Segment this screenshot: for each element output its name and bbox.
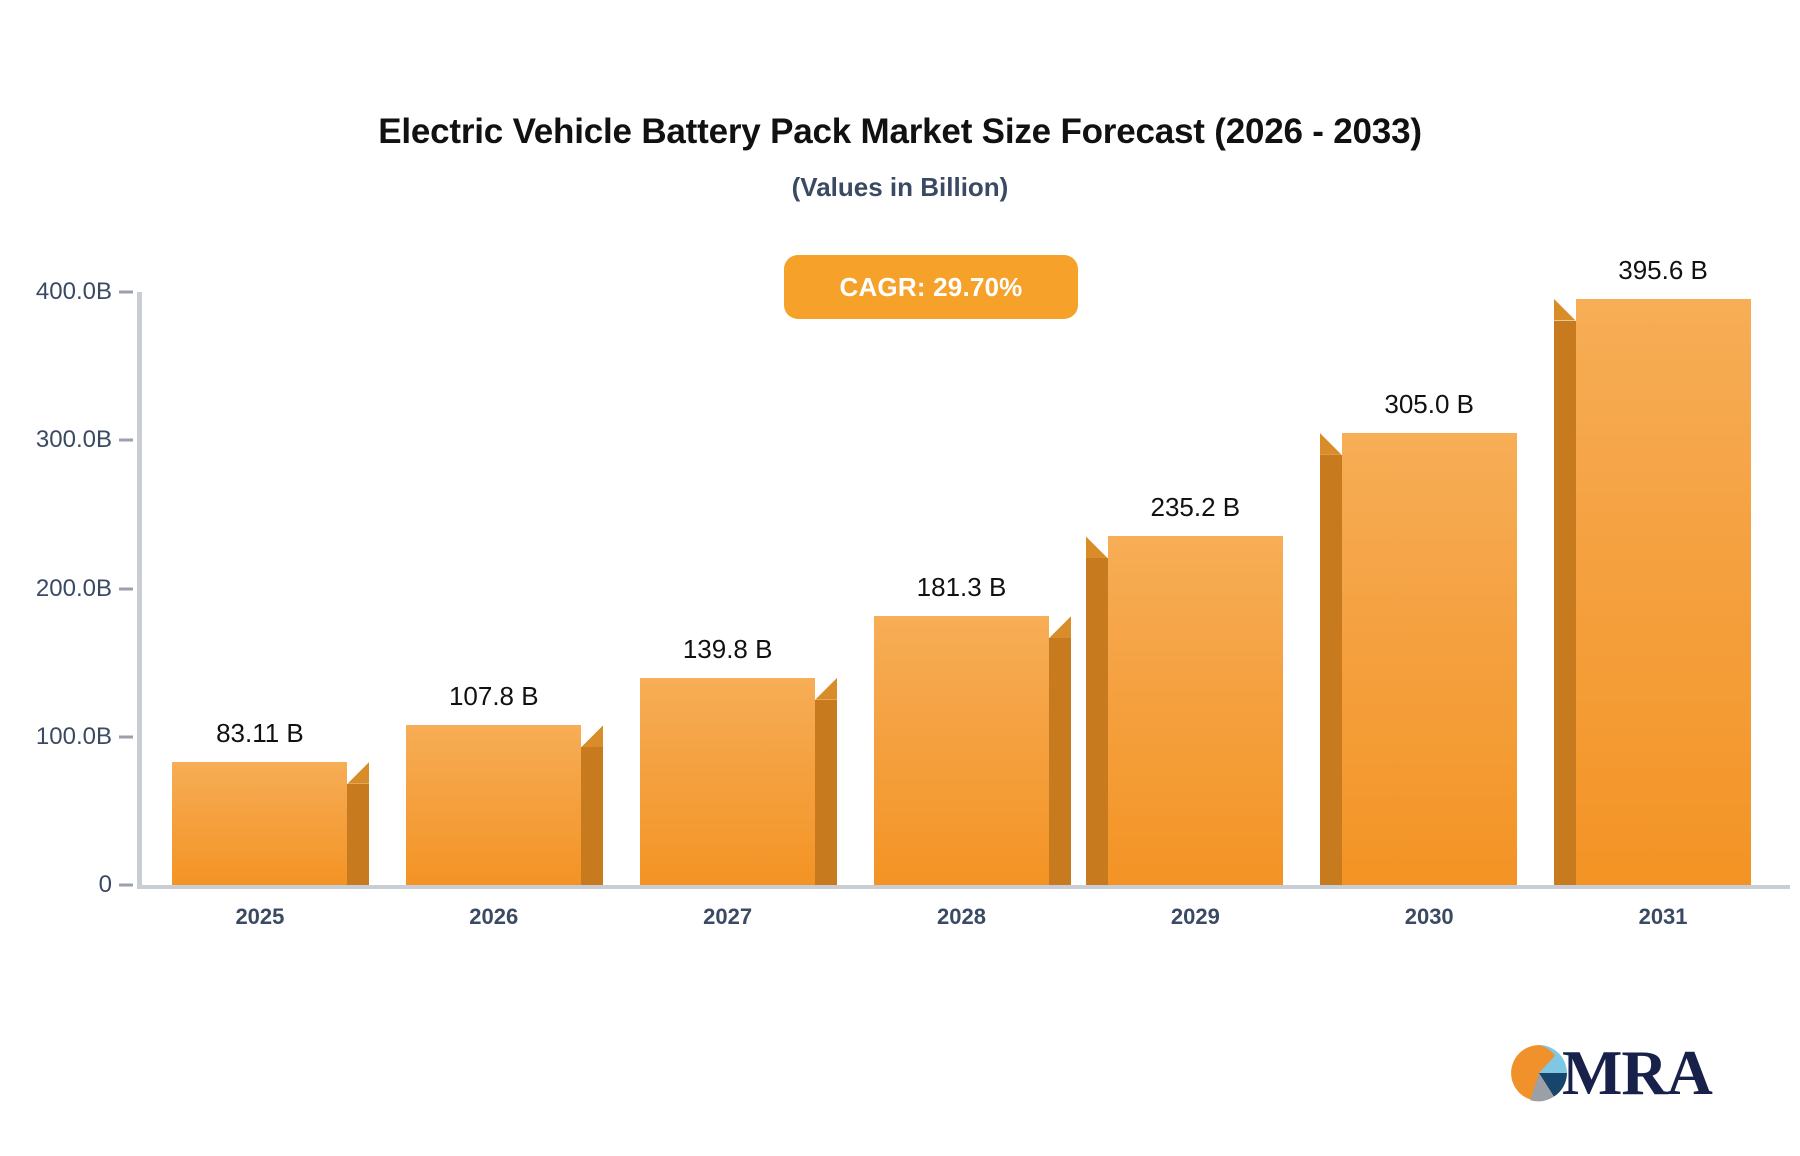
bar-value-label: 107.8 B (448, 681, 539, 712)
x-axis-tick-label: 2031 (1638, 904, 1688, 929)
bar-face (1575, 298, 1751, 885)
y-axis-tick-mark (119, 587, 133, 590)
bar-value-label: 181.3 B (916, 572, 1007, 603)
bar-top-face (347, 761, 370, 784)
logo-text: MRA (1562, 1037, 1713, 1108)
bar-side-face (1553, 320, 1576, 885)
y-axis-line (137, 292, 142, 887)
bar-side-face (815, 699, 838, 885)
y-axis-tick-label: 200.0B (35, 574, 112, 602)
bar-2026[interactable]: 107.8 B (406, 681, 604, 885)
bar-side-face (1085, 558, 1108, 885)
bar-top-face (581, 725, 604, 748)
bar-2031[interactable]: 395.6 B (1553, 255, 1751, 885)
y-axis-tick-mark (119, 735, 133, 739)
cagr-badge-label: CAGR: 29.70% (839, 271, 1023, 302)
bar-2030[interactable]: 305.0 B (1319, 389, 1517, 885)
bar-side-face (1049, 638, 1071, 885)
pie-chart-logo-icon (1511, 1045, 1567, 1102)
y-axis-tick-mark (119, 883, 133, 887)
y-axis-tick-label: 300.0B (35, 426, 112, 454)
y-axis-tick-label: 100.0B (35, 722, 112, 750)
bar-top-face (815, 677, 838, 700)
bar-face (874, 616, 1049, 885)
x-axis-tick-label: 2026 (469, 904, 519, 929)
y-axis-tick-mark (119, 438, 133, 442)
page-title: Electric Vehicle Battery Pack Market Siz… (378, 112, 1422, 151)
bar-top-face (1319, 432, 1342, 455)
bar-2029[interactable]: 235.2 B (1085, 492, 1283, 885)
bar-top-face (1085, 536, 1108, 559)
y-axis-tick-mark (119, 290, 133, 294)
bar-face (1107, 536, 1283, 885)
bar-value-label: 139.8 B (682, 633, 773, 664)
bar-face (172, 761, 348, 885)
bar-face (406, 725, 582, 885)
y-axis-tick-label: 0 (98, 871, 112, 898)
y-axis-tick-label: 400.0B (35, 278, 112, 305)
x-axis-tick-label: 2027 (703, 904, 753, 929)
x-axis-tick-label: 2030 (1404, 904, 1454, 929)
bar-2028[interactable]: 181.3 B (874, 572, 1071, 885)
x-axis-tick-label: 2025 (235, 904, 285, 929)
bar-value-label: 83.11 B (216, 717, 304, 748)
bar-side-face (347, 783, 370, 885)
bar-2027[interactable]: 139.8 B (640, 634, 838, 885)
bar-face (640, 677, 816, 885)
bar-face (1341, 432, 1517, 885)
page-subtitle: (Values in Billion) (791, 172, 1009, 202)
x-axis-line (137, 885, 1790, 889)
bar-top-face (1553, 298, 1576, 321)
cagr-badge: CAGR: 29.70% (784, 255, 1078, 319)
bar-top-face (1049, 616, 1071, 639)
mra-logo: MRA (1508, 1037, 1713, 1108)
x-axis-tick-label: 2028 (937, 904, 986, 929)
bar-value-label: 305.0 B (1384, 388, 1475, 419)
x-axis-tick-label: 2029 (1170, 904, 1220, 929)
bar-side-face (1319, 454, 1342, 885)
bar-value-label: 395.6 B (1618, 254, 1708, 285)
bar-side-face (581, 747, 604, 885)
bar-2025[interactable]: 83.11 B (172, 718, 370, 885)
bar-value-label: 235.2 B (1150, 492, 1241, 523)
